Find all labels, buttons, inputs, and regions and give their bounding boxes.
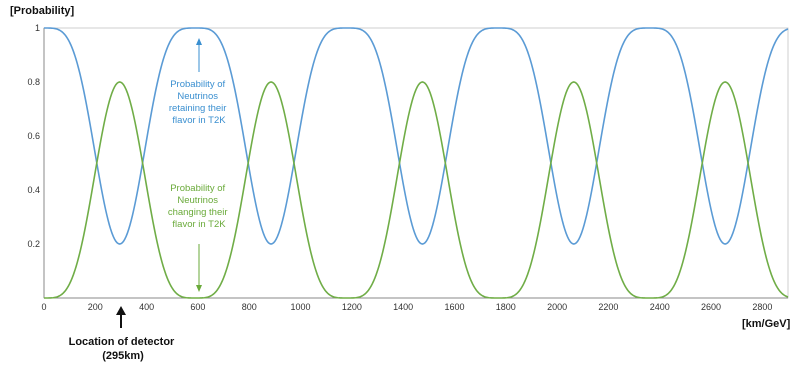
- x-tick-labels: 0 200 400 600 800 1000 1200 1400 1600 1800 2000 220…: [41, 302, 772, 312]
- plot-frame: [43, 27, 789, 299]
- down-arrow-icon: [196, 285, 202, 292]
- up-arrow-icon: [196, 38, 202, 45]
- changing-line-1: Probability of: [170, 183, 225, 194]
- y-tick-label: 1: [35, 23, 40, 33]
- retaining-annotation: Probability of Neutrinos retaining their…: [169, 38, 229, 126]
- y-axis-title: [Probability]: [10, 5, 75, 17]
- x-tick-label: 2600: [701, 302, 721, 312]
- retaining-line-1: Probability of: [170, 79, 225, 90]
- svg-text:Location of detector (2: Location of detector (295km): [69, 336, 178, 362]
- changing-line-2: Neutrinos: [177, 195, 218, 206]
- series-changing-line: [44, 81, 789, 299]
- y-tick-label: 0.4: [27, 185, 40, 195]
- y-tick-label: 0.2: [27, 239, 40, 249]
- plot-area: [43, 27, 789, 299]
- x-tick-label: 1600: [444, 302, 464, 312]
- x-axis-title: [km/GeV]: [742, 318, 791, 330]
- detector-label-line-2: (295km): [102, 350, 144, 362]
- x-tick-label: 1200: [342, 302, 362, 312]
- x-tick-label: 800: [242, 302, 257, 312]
- x-tick-label: 0: [41, 302, 46, 312]
- x-tick-label: 2800: [752, 302, 772, 312]
- y-tick-label: 0.8: [27, 77, 40, 87]
- x-tick-label: 1000: [291, 302, 311, 312]
- x-tick-label: 1400: [393, 302, 413, 312]
- x-tick-label: 400: [139, 302, 154, 312]
- x-tick-label: 2200: [598, 302, 618, 312]
- x-tick-label: 2400: [650, 302, 670, 312]
- changing-line-4: flavor in T2K: [172, 219, 226, 230]
- x-tick-label: 600: [190, 302, 205, 312]
- x-tick-label: 200: [88, 302, 103, 312]
- retaining-line-3: retaining their: [169, 103, 227, 114]
- svg-text:Probability of Neutrinos: Probability of Neutrinos changing their …: [168, 183, 230, 230]
- y-tick-label: 0.6: [27, 131, 40, 141]
- y-tick-labels: 0.2 0.4 0.6 0.8 1: [27, 23, 40, 249]
- series-retaining-line: [44, 27, 789, 245]
- retaining-line-2: Neutrinos: [177, 91, 218, 102]
- series-layer: [44, 27, 789, 299]
- detector-label-line-1: Location of detector: [69, 336, 175, 348]
- changing-line-3: changing their: [168, 207, 228, 218]
- detector-marker: Location of detector (295km): [69, 306, 178, 362]
- svg-text:Probability of Neutrinos: Probability of Neutrinos retaining their…: [169, 79, 229, 126]
- retaining-line-4: flavor in T2K: [172, 115, 226, 126]
- changing-annotation: Probability of Neutrinos changing their …: [168, 183, 230, 292]
- x-tick-label: 2000: [547, 302, 567, 312]
- x-tick-label: 1800: [496, 302, 516, 312]
- detector-arrow-icon: [116, 306, 126, 315]
